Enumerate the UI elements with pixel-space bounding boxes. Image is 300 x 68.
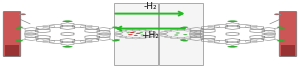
Circle shape — [17, 40, 23, 41]
Circle shape — [17, 27, 23, 28]
Circle shape — [231, 45, 234, 46]
Circle shape — [21, 14, 26, 15]
Circle shape — [112, 40, 118, 41]
Bar — [275, 14, 281, 15]
Bar — [281, 45, 295, 56]
Circle shape — [187, 39, 190, 40]
Bar — [19, 14, 25, 15]
Circle shape — [227, 21, 233, 22]
Circle shape — [274, 14, 279, 15]
Circle shape — [279, 39, 285, 41]
Circle shape — [62, 21, 68, 22]
Circle shape — [181, 27, 187, 28]
Circle shape — [64, 21, 70, 22]
Circle shape — [114, 27, 120, 29]
Circle shape — [113, 40, 119, 41]
Circle shape — [127, 32, 130, 33]
Bar — [159, 3, 202, 65]
Text: -H₂: -H₂ — [143, 2, 157, 11]
Circle shape — [62, 46, 68, 47]
Circle shape — [15, 27, 21, 29]
Circle shape — [22, 39, 25, 40]
Circle shape — [16, 27, 22, 28]
Circle shape — [277, 27, 283, 28]
Circle shape — [67, 21, 73, 22]
Circle shape — [136, 33, 141, 34]
Circle shape — [139, 32, 143, 33]
Circle shape — [130, 32, 135, 33]
Circle shape — [128, 34, 133, 35]
Bar — [5, 45, 19, 56]
Circle shape — [66, 22, 69, 23]
Circle shape — [182, 27, 188, 28]
Text: +H₂: +H₂ — [141, 31, 159, 40]
Circle shape — [183, 34, 188, 35]
Circle shape — [180, 27, 186, 29]
Circle shape — [114, 39, 120, 41]
FancyBboxPatch shape — [279, 12, 297, 56]
Circle shape — [231, 22, 234, 23]
Circle shape — [113, 27, 119, 28]
Circle shape — [66, 45, 69, 46]
Circle shape — [181, 40, 187, 41]
Circle shape — [230, 46, 236, 47]
Circle shape — [22, 28, 25, 29]
Bar — [114, 3, 158, 65]
Circle shape — [275, 28, 278, 29]
Circle shape — [16, 40, 22, 41]
Circle shape — [64, 46, 70, 47]
Circle shape — [110, 28, 113, 29]
Circle shape — [110, 39, 113, 40]
Circle shape — [133, 31, 136, 32]
Circle shape — [180, 39, 186, 41]
Circle shape — [15, 39, 21, 41]
Circle shape — [230, 21, 236, 22]
Circle shape — [187, 28, 190, 29]
Circle shape — [279, 27, 285, 29]
Circle shape — [277, 40, 283, 41]
Circle shape — [278, 40, 284, 41]
Circle shape — [275, 39, 278, 40]
Circle shape — [227, 46, 233, 47]
Circle shape — [182, 40, 188, 41]
Circle shape — [112, 27, 118, 28]
Circle shape — [278, 27, 284, 28]
Circle shape — [232, 21, 238, 22]
Circle shape — [134, 35, 138, 36]
FancyBboxPatch shape — [3, 12, 21, 56]
Circle shape — [67, 46, 73, 47]
Circle shape — [232, 46, 238, 47]
